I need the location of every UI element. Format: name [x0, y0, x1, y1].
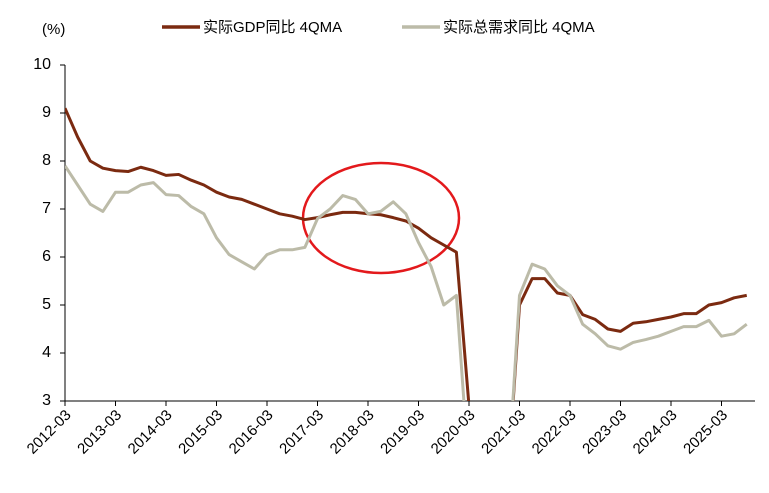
x-tick-label: 2022-03 [529, 407, 580, 458]
x-tick-label: 2020-03 [428, 407, 479, 458]
highlight-ellipse [301, 161, 461, 275]
x-tick-label: 2019-03 [377, 407, 428, 458]
legend-label: 实际GDP同比 4QMA [203, 19, 342, 36]
x-tick-label: 2015-03 [175, 407, 226, 458]
x-tick-label: 2016-03 [226, 407, 277, 458]
x-tick-label: 2024-03 [630, 407, 681, 458]
y-tick-label: 8 [42, 152, 51, 169]
x-tick-label: 2023-03 [579, 407, 630, 458]
y-tick-label: 9 [42, 104, 51, 121]
x-tick-label: 2013-03 [74, 407, 125, 458]
x-tick-label: 2014-03 [125, 407, 176, 458]
x-tick-label: 2021-03 [478, 407, 529, 458]
x-tick-label: 2017-03 [276, 407, 327, 458]
x-tick-label: 2018-03 [327, 407, 378, 458]
legend-label: 实际总需求同比 4QMA [443, 19, 595, 36]
y-tick-label: 3 [42, 392, 51, 409]
y-tick-label: 5 [42, 296, 51, 313]
y-tick-label: 6 [42, 248, 51, 265]
series-line [65, 164, 748, 401]
y-axis-label: (%) [42, 21, 65, 38]
plot-area [65, 107, 748, 401]
series-line [65, 107, 748, 401]
x-tick-label: 2012-03 [24, 407, 75, 458]
y-tick-label: 4 [42, 344, 51, 361]
y-tick-label: 7 [42, 200, 51, 217]
y-tick-label: 10 [33, 56, 51, 73]
x-tick-label: 2025-03 [680, 407, 731, 458]
